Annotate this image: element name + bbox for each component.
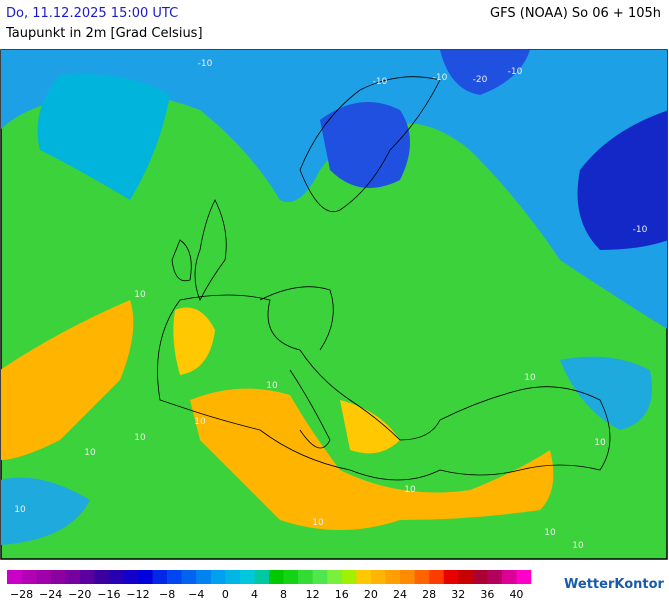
colorbar-swatch xyxy=(472,570,488,584)
colorbar-swatch xyxy=(501,570,517,584)
colorbar-label: 40 xyxy=(509,588,523,600)
contour-label: -10 xyxy=(433,73,448,83)
colorbar-swatch xyxy=(429,570,444,584)
colorbar-label: 20 xyxy=(364,588,378,600)
colorbar-swatch xyxy=(312,570,328,584)
colorbar-swatch xyxy=(327,570,343,584)
colorbar-swatch xyxy=(79,570,95,584)
colorbar-swatch xyxy=(181,570,197,584)
contour-label: -10 xyxy=(633,225,648,235)
colorbar-swatch xyxy=(370,570,386,584)
cold-air xyxy=(1,50,667,329)
colorbar-swatch xyxy=(7,570,22,584)
warm-air xyxy=(340,400,400,454)
contour-label: 10 xyxy=(404,485,416,495)
colorbar-swatch xyxy=(356,570,372,584)
warm-air xyxy=(1,300,134,460)
contour-label: -10 xyxy=(198,59,213,69)
contour-label: 10 xyxy=(134,290,146,300)
colorbar-swatch xyxy=(487,570,503,584)
contour-label: -10 xyxy=(508,67,523,77)
colorbar-swatch xyxy=(298,570,313,584)
contour-label: 10 xyxy=(544,528,556,538)
colorbar-swatch xyxy=(196,570,212,584)
cold-air xyxy=(1,477,90,545)
colorbar-swatch xyxy=(458,570,474,584)
cold-air xyxy=(560,356,652,430)
colorbar-swatch xyxy=(385,570,401,584)
colorbar-label: 12 xyxy=(306,588,320,600)
colorbar-swatch xyxy=(443,570,459,584)
colorbar-swatch xyxy=(210,570,226,584)
colorbar-swatch xyxy=(269,570,284,584)
cold-air xyxy=(37,74,170,200)
colorbar-label: −24 xyxy=(39,588,62,600)
colorbar-swatch xyxy=(94,570,110,584)
contour-label: 10 xyxy=(524,373,536,383)
contour-label: 10 xyxy=(312,518,324,528)
variable: Taupunkt in 2m [Grad Celsius] xyxy=(6,26,203,41)
colorbar-swatch xyxy=(65,570,81,584)
contour-label: 10 xyxy=(266,381,278,391)
colorbar-swatch xyxy=(341,570,357,584)
warm-air xyxy=(190,388,554,530)
datetime: Do, 11.12.2025 15:00 UTC xyxy=(6,6,179,21)
colorbar-label: 28 xyxy=(422,588,436,600)
brand: WetterKontor xyxy=(564,577,665,592)
colorbar-swatch xyxy=(50,570,66,584)
colorbar-label: 4 xyxy=(251,588,258,600)
colorbar-label: 0 xyxy=(222,588,229,600)
field xyxy=(1,50,667,545)
contour-label: 10 xyxy=(134,433,146,443)
colorbar-label: 24 xyxy=(393,588,407,600)
cold-air xyxy=(577,110,667,250)
colorbar-swatch xyxy=(152,570,168,584)
colorbar-swatch xyxy=(138,570,153,584)
cold-air xyxy=(440,50,530,95)
colorbar-swatch xyxy=(21,570,37,584)
warm-air xyxy=(173,307,215,375)
colorbar-swatch xyxy=(225,570,241,584)
colorbar-swatch xyxy=(36,570,51,584)
colorbar-swatch xyxy=(283,570,299,584)
colorbar-label: −8 xyxy=(159,588,175,600)
contour-label: -10 xyxy=(373,77,388,87)
colorbar-swatch xyxy=(123,570,139,584)
colorbar-label: −28 xyxy=(10,588,33,600)
contour-label: -20 xyxy=(473,75,488,85)
colorbar-swatch xyxy=(167,570,182,584)
colorbar-label: 16 xyxy=(335,588,349,600)
colorbar-label: −4 xyxy=(188,588,204,600)
colorbar-label: 36 xyxy=(480,588,494,600)
contour-label: 10 xyxy=(194,417,206,427)
colorbar-swatch xyxy=(414,570,430,584)
contour-label: 10 xyxy=(572,541,584,551)
colorbar-swatch xyxy=(239,570,255,584)
colorbar-swatch xyxy=(108,570,124,584)
colorbar-label: 8 xyxy=(280,588,287,600)
colorbar-swatch xyxy=(254,570,270,584)
model: GFS (NOAA) So 06 + 105h xyxy=(490,6,661,21)
colorbar-label: −12 xyxy=(126,588,149,600)
contour-label: 10 xyxy=(84,448,96,458)
colorbar-label: −16 xyxy=(97,588,120,600)
colorbar-label: −20 xyxy=(68,588,91,600)
colorbar-swatch xyxy=(400,570,415,584)
coastlines xyxy=(157,76,611,481)
contour-label: 10 xyxy=(14,505,26,515)
contour-label: 10 xyxy=(594,438,606,448)
colorbar-label: 32 xyxy=(451,588,465,600)
cold-air xyxy=(320,102,410,188)
colorbar-swatch xyxy=(516,570,532,584)
